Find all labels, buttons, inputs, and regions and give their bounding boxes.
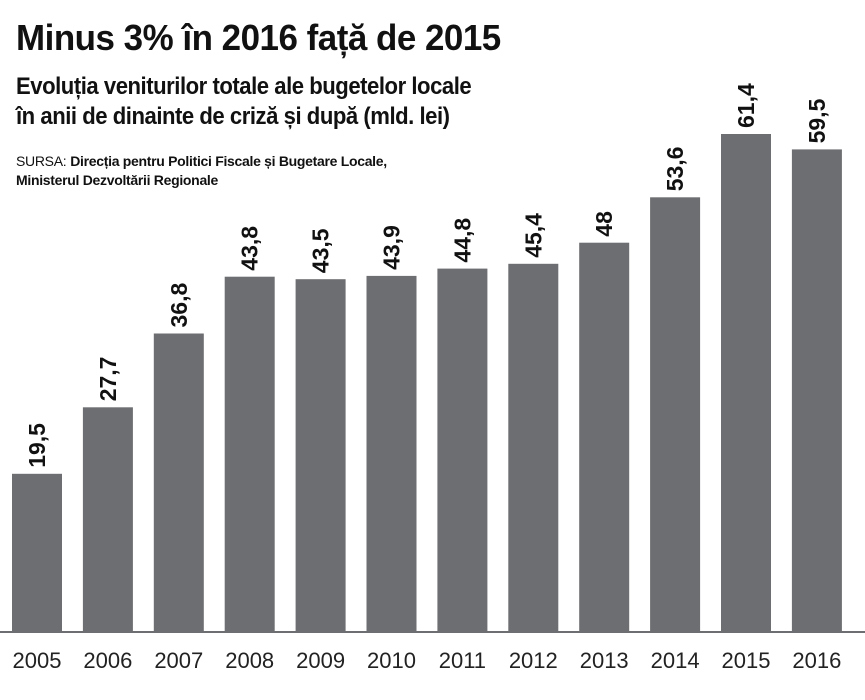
chart-title: Minus 3% în 2016 față de 2015	[16, 17, 501, 58]
bar-2005	[12, 473, 62, 632]
data-label-2012: 45,4	[520, 213, 546, 258]
x-tick-label-2014: 2014	[651, 648, 700, 673]
subtitle-line-1: Evoluția veniturilor totale ale bugetelo…	[16, 73, 472, 100]
data-label-2005: 19,5	[24, 423, 50, 468]
bar-2007	[153, 333, 204, 632]
data-label-2015: 61,4	[733, 83, 759, 128]
data-label-2008: 43,8	[237, 226, 263, 271]
source-text-line-2: Ministerul Dezvoltării Regionale	[16, 172, 218, 188]
bar-2014	[650, 197, 701, 633]
bar-2009	[295, 279, 346, 632]
bar-2016	[791, 149, 842, 632]
data-label-2011: 44,8	[449, 218, 475, 263]
source-note: SURSA: Direcția pentru Politici Fiscale …	[16, 152, 446, 190]
bar-2011	[437, 268, 488, 632]
source-text-line-1: Direcția pentru Politici Fiscale și Buge…	[70, 153, 387, 169]
x-tick-label-2007: 2007	[154, 648, 203, 673]
bar-2015	[721, 134, 771, 632]
bar-2013	[579, 242, 630, 632]
x-tick-label-2008: 2008	[225, 648, 274, 673]
data-label-2014: 53,6	[662, 147, 688, 192]
x-tick-label-2009: 2009	[296, 648, 345, 673]
bar-2012	[508, 263, 559, 632]
data-label-2006: 27,7	[95, 357, 121, 402]
bar-2010	[366, 275, 417, 632]
data-label-2009: 43,5	[308, 228, 334, 273]
chart-subtitle: Evoluția veniturilor totale ale bugetelo…	[16, 72, 576, 132]
source-label: SURSA:	[16, 153, 67, 169]
x-tick-label-2011: 2011	[439, 648, 486, 673]
x-tick-label-2006: 2006	[83, 648, 132, 673]
x-tick-label-2005: 2005	[13, 648, 62, 673]
bar-2006	[82, 407, 133, 632]
x-tick-label-2013: 2013	[580, 648, 629, 673]
bar-2008	[224, 276, 275, 632]
data-label-2010: 43,9	[379, 225, 405, 270]
x-tick-label-2012: 2012	[509, 648, 558, 673]
data-label-2016: 59,5	[804, 98, 830, 143]
x-tick-label-2010: 2010	[367, 648, 416, 673]
data-label-2007: 36,8	[166, 283, 192, 328]
x-tick-label-2016: 2016	[792, 648, 841, 673]
subtitle-line-2: în anii de dinainte de criză și după (ml…	[16, 103, 450, 130]
data-label-2013: 48	[591, 211, 617, 237]
x-tick-label-2015: 2015	[722, 648, 771, 673]
